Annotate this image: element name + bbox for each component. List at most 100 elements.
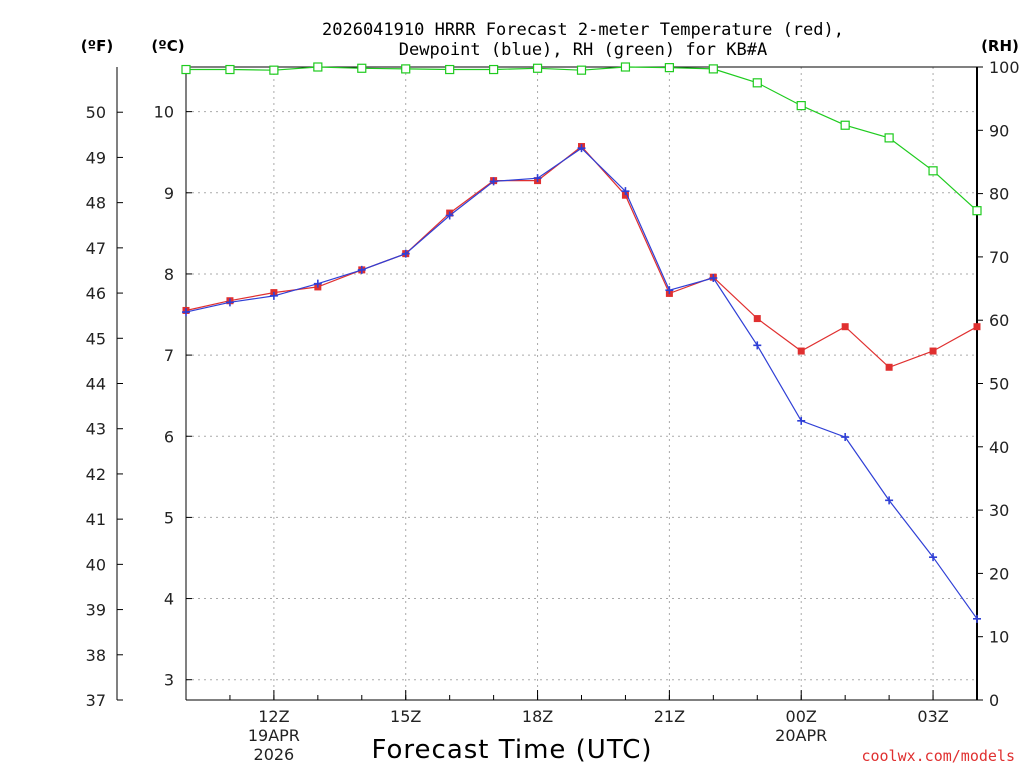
rh-point <box>620 62 631 72</box>
dewpoint-point <box>445 211 454 220</box>
fahrenheit-tick-label: 37 <box>86 691 106 710</box>
dewpoint-point <box>841 433 850 442</box>
rh-point <box>445 64 455 75</box>
rh-tick-label: 100 <box>989 58 1020 77</box>
rh-point <box>401 64 411 74</box>
rh-point <box>928 166 938 176</box>
celsius-tick-label: 10 <box>154 103 174 122</box>
rh-point <box>796 101 806 111</box>
rh-point <box>840 120 850 130</box>
celsius-unit-label: (ºC) <box>151 37 184 55</box>
x-axis-label: Forecast Time (UTC) <box>371 735 652 765</box>
dewpoint-point <box>709 274 718 282</box>
rh-tick-label: 50 <box>989 375 1009 394</box>
rh-point <box>576 65 587 75</box>
fahrenheit-tick-label: 39 <box>86 601 106 620</box>
dewpoint-point <box>797 416 806 425</box>
fahrenheit-tick-label: 38 <box>86 646 106 665</box>
fahrenheit-tick-label: 43 <box>86 420 106 439</box>
rh-point <box>884 133 894 143</box>
dewpoint-point <box>401 249 410 258</box>
celsius-tick-label: 4 <box>164 590 174 609</box>
celsius-tick-label: 7 <box>164 346 174 365</box>
dewpoint-point <box>885 496 894 505</box>
series-line-relative-humidity <box>186 66 978 212</box>
temperature-point <box>973 323 981 331</box>
dewpoint-point <box>533 174 542 183</box>
series-line-temperature <box>185 145 978 368</box>
fahrenheit-tick-label: 46 <box>86 284 106 303</box>
rh-tick-label: 30 <box>989 501 1009 520</box>
dewpoint-point <box>182 308 190 317</box>
rh-tick-label: 80 <box>989 185 1009 204</box>
x-tick-label: 21Z <box>654 707 685 726</box>
dewpoint-point <box>225 298 234 307</box>
rh-point <box>269 65 279 75</box>
fahrenheit-tick-label: 48 <box>86 194 106 213</box>
celsius-tick-label: 6 <box>164 427 174 446</box>
dewpoint-point <box>753 341 762 350</box>
x-tick-date-label: 19APR <box>248 726 300 745</box>
temperature-point <box>841 323 849 331</box>
x-tick-date-label: 2026 <box>254 745 295 764</box>
fahrenheit-tick-label: 41 <box>86 510 106 529</box>
grid-lines <box>186 67 977 700</box>
dewpoint-point <box>357 265 366 274</box>
fahrenheit-tick-label: 49 <box>86 148 106 167</box>
dewpoint-point <box>929 553 938 562</box>
fahrenheit-tick-label: 40 <box>86 555 106 574</box>
x-tick-date-label: 20APR <box>775 726 827 745</box>
rh-point <box>313 62 323 72</box>
rh-point <box>489 64 499 75</box>
temperature-point <box>929 347 937 355</box>
fahrenheit-unit-label: (ºF) <box>81 37 113 55</box>
rh-point <box>181 64 191 75</box>
celsius-tick-label: 5 <box>164 508 174 527</box>
rh-tick-label: 70 <box>989 248 1009 267</box>
temperature-point <box>621 191 629 199</box>
series-lines <box>181 62 982 623</box>
rh-tick-label: 40 <box>989 438 1009 457</box>
x-tick-label: 00Z <box>786 707 817 726</box>
dewpoint-point <box>973 614 981 623</box>
dewpoint-point <box>577 144 586 153</box>
rh-unit-label: (RH) <box>981 37 1019 55</box>
rh-tick-label: 10 <box>989 628 1009 647</box>
temperature-point <box>885 363 893 371</box>
dewpoint-point <box>269 291 278 300</box>
tick-labels: 3456789103738394041424344454647484950010… <box>86 58 1020 764</box>
dewpoint-point <box>621 187 630 196</box>
chart-title-line-1: 2026041910 HRRR Forecast 2-meter Tempera… <box>322 20 844 40</box>
rh-tick-label: 0 <box>989 691 999 710</box>
rh-point <box>752 78 762 88</box>
dewpoint-point <box>665 286 674 295</box>
credit-text: coolwx.com/models <box>861 747 1015 765</box>
temperature-point <box>797 347 805 355</box>
dewpoint-point <box>313 279 322 288</box>
rh-point <box>708 64 718 74</box>
fahrenheit-tick-label: 50 <box>86 103 106 122</box>
chart-title-line-2: Dewpoint (blue), RH (green) for KB#A <box>399 40 767 60</box>
rh-point <box>972 206 982 216</box>
dewpoint-point <box>489 177 498 186</box>
x-tick-label: 12Z <box>258 707 289 726</box>
x-tick-label: 18Z <box>522 707 553 726</box>
rh-tick-label: 60 <box>989 311 1009 330</box>
fahrenheit-tick-label: 47 <box>86 239 106 258</box>
x-tick-label: 03Z <box>917 707 948 726</box>
temperature-point <box>753 315 761 323</box>
rh-tick-label: 20 <box>989 564 1009 583</box>
rh-tick-label: 90 <box>989 121 1009 140</box>
x-tick-label: 15Z <box>390 707 421 726</box>
fahrenheit-tick-label: 44 <box>86 375 106 394</box>
series-line-dewpoint <box>185 147 978 620</box>
celsius-tick-label: 9 <box>164 184 174 203</box>
fahrenheit-tick-label: 45 <box>86 329 106 348</box>
rh-point <box>532 63 543 73</box>
rh-point <box>664 63 674 73</box>
celsius-tick-label: 8 <box>164 265 174 284</box>
celsius-tick-label: 3 <box>164 671 174 690</box>
fahrenheit-tick-label: 42 <box>86 465 106 484</box>
rh-point <box>225 64 235 75</box>
